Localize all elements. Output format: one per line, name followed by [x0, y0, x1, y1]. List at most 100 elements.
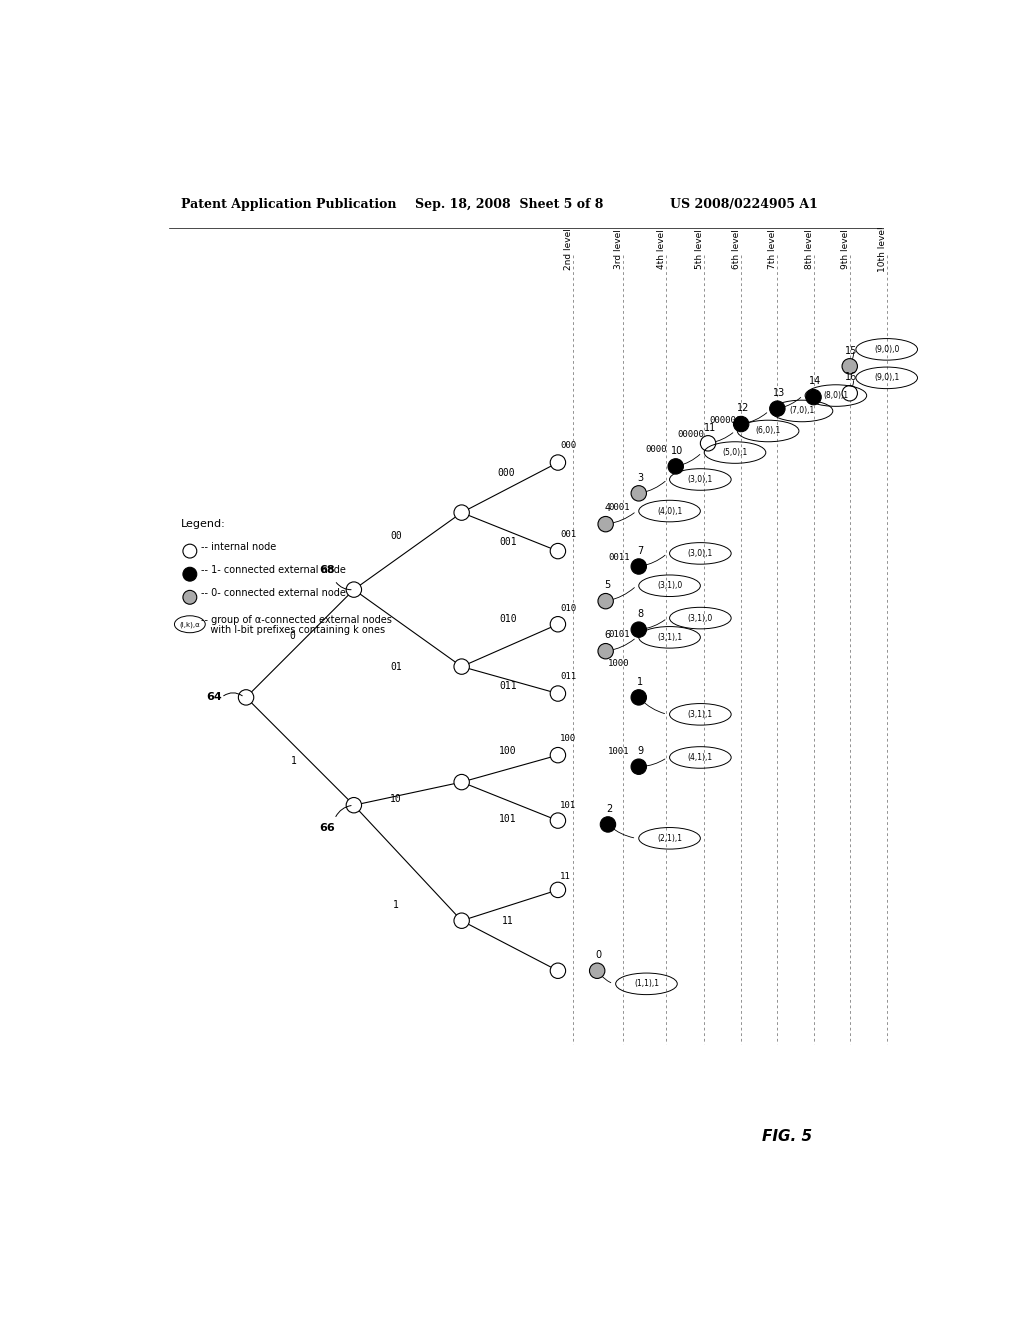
Text: 0: 0 [290, 631, 295, 640]
Text: (6,0),1: (6,0),1 [756, 426, 780, 436]
Text: 3: 3 [637, 473, 643, 483]
Text: Sep. 18, 2008  Sheet 5 of 8: Sep. 18, 2008 Sheet 5 of 8 [416, 198, 604, 211]
Text: 101: 101 [560, 801, 577, 809]
Text: (2,1),1: (2,1),1 [657, 834, 682, 842]
Text: 7: 7 [637, 545, 643, 556]
Text: (9,0),1: (9,0),1 [874, 374, 899, 383]
Circle shape [454, 775, 469, 789]
Circle shape [806, 389, 821, 405]
Text: (1,1),1: (1,1),1 [634, 979, 659, 989]
Circle shape [631, 759, 646, 775]
Text: 1001: 1001 [608, 747, 630, 756]
Circle shape [346, 582, 361, 597]
Circle shape [631, 558, 646, 574]
Text: 00000: 00000 [677, 429, 705, 438]
Text: (3,1),0: (3,1),0 [657, 581, 682, 590]
Circle shape [550, 964, 565, 978]
Text: 00: 00 [390, 531, 402, 541]
Text: 1000: 1000 [608, 659, 630, 668]
Text: 5: 5 [604, 581, 610, 590]
Text: 64: 64 [206, 693, 221, 702]
Text: 4: 4 [604, 503, 610, 513]
Circle shape [598, 516, 613, 532]
Text: (3,0),1: (3,0),1 [688, 549, 713, 558]
Text: 9: 9 [637, 746, 643, 756]
Text: (4,1),1: (4,1),1 [688, 752, 713, 762]
Text: 0000: 0000 [645, 445, 667, 454]
Text: 11: 11 [560, 871, 571, 880]
Circle shape [550, 686, 565, 701]
Circle shape [550, 544, 565, 558]
Text: 66: 66 [319, 824, 335, 833]
Text: 011: 011 [560, 672, 577, 681]
Text: (5,0),1: (5,0),1 [722, 447, 748, 457]
Circle shape [550, 616, 565, 632]
Text: (8,0),1: (8,0),1 [823, 391, 849, 400]
Circle shape [842, 359, 857, 374]
Text: -- internal node: -- internal node [202, 543, 276, 552]
Text: Legend:: Legend: [180, 519, 225, 529]
Circle shape [668, 459, 683, 474]
Circle shape [183, 590, 197, 605]
Text: -- 1- connected external node: -- 1- connected external node [202, 565, 346, 576]
Circle shape [770, 401, 785, 416]
Text: 13: 13 [773, 388, 785, 397]
Text: (3,1),0: (3,1),0 [688, 614, 713, 623]
Text: 6th level: 6th level [732, 230, 741, 269]
Circle shape [631, 689, 646, 705]
Text: 15: 15 [845, 346, 857, 355]
Text: 3rd level: 3rd level [614, 230, 624, 269]
Circle shape [733, 416, 749, 432]
Text: 11: 11 [502, 916, 514, 925]
Text: (9,0),0: (9,0),0 [874, 345, 899, 354]
Text: 000: 000 [498, 467, 515, 478]
Text: FIG. 5: FIG. 5 [762, 1129, 812, 1144]
Circle shape [600, 817, 615, 832]
Circle shape [550, 455, 565, 470]
Text: 8: 8 [637, 609, 643, 619]
Text: 5th level: 5th level [695, 230, 705, 269]
Circle shape [239, 689, 254, 705]
Text: (3,0),1: (3,0),1 [688, 475, 713, 484]
Text: 011: 011 [499, 681, 517, 690]
Text: 10: 10 [390, 795, 402, 804]
Text: (4,0),1: (4,0),1 [657, 507, 682, 516]
Circle shape [454, 913, 469, 928]
Text: (3,1),1: (3,1),1 [688, 710, 713, 719]
Text: 16: 16 [845, 372, 857, 383]
Text: 6: 6 [604, 631, 610, 640]
Text: 001: 001 [560, 529, 577, 539]
Circle shape [454, 504, 469, 520]
Text: -- 0- connected external node: -- 0- connected external node [202, 589, 346, 598]
Text: 001: 001 [499, 537, 517, 546]
Text: with l-bit prefixes containing k ones: with l-bit prefixes containing k ones [202, 626, 385, 635]
Text: 010: 010 [560, 603, 577, 612]
Circle shape [598, 644, 613, 659]
Text: 0101: 0101 [608, 630, 630, 639]
Text: 100: 100 [499, 746, 517, 756]
Text: 8th level: 8th level [805, 230, 813, 269]
Text: 10th level: 10th level [878, 227, 887, 272]
Text: 1: 1 [637, 677, 643, 686]
Circle shape [631, 622, 646, 638]
Text: (l,k),α: (l,k),α [179, 620, 201, 627]
Text: Patent Application Publication: Patent Application Publication [180, 198, 396, 211]
Text: 01: 01 [390, 661, 402, 672]
Text: 68: 68 [319, 565, 335, 576]
Text: 101: 101 [499, 814, 517, 824]
Text: 010: 010 [499, 614, 517, 624]
Text: 14: 14 [809, 376, 821, 387]
Text: 1: 1 [291, 755, 297, 766]
Text: 4th level: 4th level [656, 230, 666, 269]
Text: 2: 2 [606, 804, 612, 813]
Text: (7,0),1: (7,0),1 [790, 407, 815, 416]
Circle shape [183, 568, 197, 581]
Circle shape [842, 385, 857, 401]
Circle shape [550, 882, 565, 898]
Text: 100: 100 [560, 734, 577, 743]
Text: 0011: 0011 [608, 553, 630, 562]
Text: 10: 10 [671, 446, 683, 455]
Circle shape [631, 486, 646, 502]
Text: 7th level: 7th level [768, 230, 777, 269]
Circle shape [346, 797, 361, 813]
